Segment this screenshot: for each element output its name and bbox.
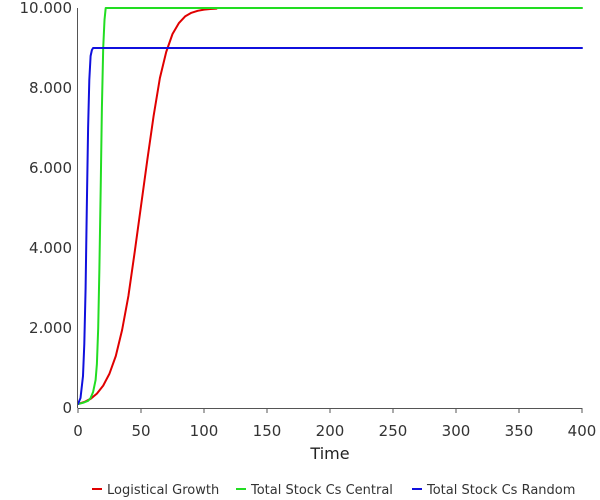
- x-tick-label: 50: [131, 422, 150, 440]
- x-tick-label: 150: [253, 422, 282, 440]
- legend-label: Total Stock Cs Random: [426, 483, 575, 498]
- x-tick-label: 250: [379, 422, 408, 440]
- series-line-1: [77, 7, 218, 405]
- series-line-2: [77, 7, 583, 405]
- x-axis-title: Time: [309, 444, 349, 463]
- y-tick-label: 6.000: [29, 159, 72, 177]
- legend-label: Total Stock Cs Central: [250, 483, 393, 498]
- y-tick-label: 4.000: [29, 239, 72, 257]
- series-line-3: [77, 47, 583, 405]
- x-tick-label: 100: [190, 422, 219, 440]
- x-tick-label: 400: [568, 422, 597, 440]
- x-tick-labels: 0 50 100 150 200 250 300 350 400: [73, 422, 596, 440]
- x-tick-label: 200: [316, 422, 345, 440]
- y-tick-labels: 0 2.000 4.000 6.000 8.000 10.000: [20, 0, 73, 417]
- y-tick-label: 10.000: [20, 0, 73, 17]
- x-tick-label: 300: [442, 422, 471, 440]
- legend-label: Logistical Growth: [107, 483, 219, 498]
- y-tick-label: 2.000: [29, 319, 72, 337]
- legend: Logistical Growth Total Stock Cs Central T…: [92, 483, 575, 498]
- x-tick-label: 0: [73, 422, 83, 440]
- y-tick-label: 8.000: [29, 79, 72, 97]
- x-tick-label: 350: [505, 422, 534, 440]
- y-tick-label: 0: [62, 399, 72, 417]
- series-lines: [77, 7, 583, 405]
